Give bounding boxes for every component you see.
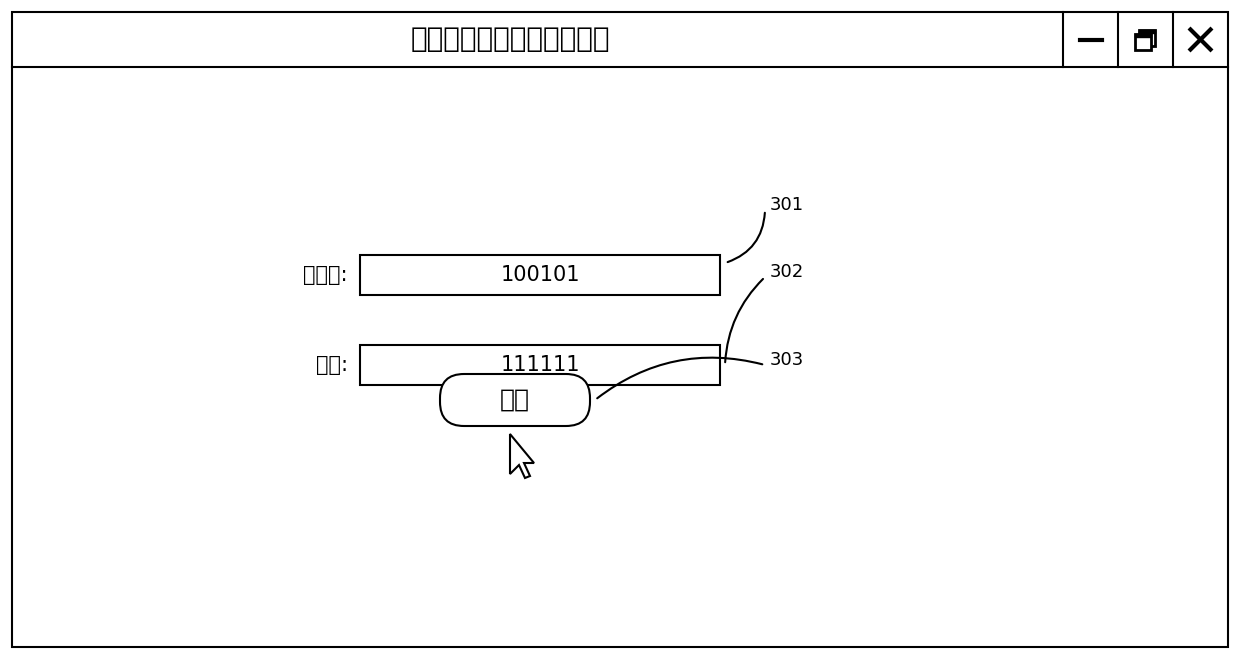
- Text: 欢迎登陆测试部门门户系统: 欢迎登陆测试部门门户系统: [410, 26, 610, 53]
- Polygon shape: [1138, 30, 1154, 32]
- Text: 302: 302: [770, 263, 805, 281]
- Bar: [360, 345, 720, 385]
- Text: 100101: 100101: [500, 265, 580, 285]
- Bar: [1135, 34, 1151, 49]
- FancyBboxPatch shape: [440, 374, 590, 426]
- Text: 密码:: 密码:: [316, 355, 348, 375]
- Text: 301: 301: [770, 196, 804, 214]
- Text: 用户名:: 用户名:: [304, 265, 348, 285]
- Text: 303: 303: [770, 351, 805, 369]
- Bar: [360, 255, 720, 295]
- Text: 登录: 登录: [500, 388, 529, 412]
- Bar: [1138, 30, 1154, 45]
- Polygon shape: [510, 434, 534, 478]
- Polygon shape: [1135, 34, 1151, 36]
- Text: 111111: 111111: [500, 355, 580, 375]
